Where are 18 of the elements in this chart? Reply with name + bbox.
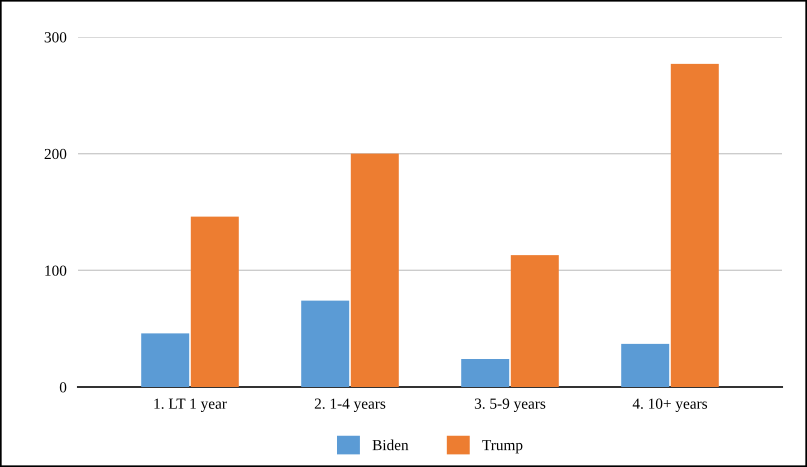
x-tick-label: 2. 1-4 years [314, 398, 386, 412]
bar [350, 154, 399, 387]
bar [621, 344, 670, 387]
bar [461, 359, 510, 387]
y-tick-label: 100 [45, 265, 66, 276]
y-tick-label: 200 [44, 148, 66, 160]
bar [670, 64, 719, 387]
legend-label: Trump [482, 440, 522, 454]
y-tick-label: 300 [44, 32, 66, 42]
x-tick-label: 4. 10+ years [632, 398, 708, 412]
bar [190, 216, 239, 387]
y-tick-label: 0 [60, 382, 66, 392]
x-tick-label: 3. 5-9 years [474, 398, 546, 412]
bar [141, 333, 190, 387]
x-tick-label: 1. LT 1 year [154, 398, 227, 412]
bar [301, 300, 350, 387]
legend-label: Biden [372, 440, 408, 450]
bar [510, 255, 559, 387]
